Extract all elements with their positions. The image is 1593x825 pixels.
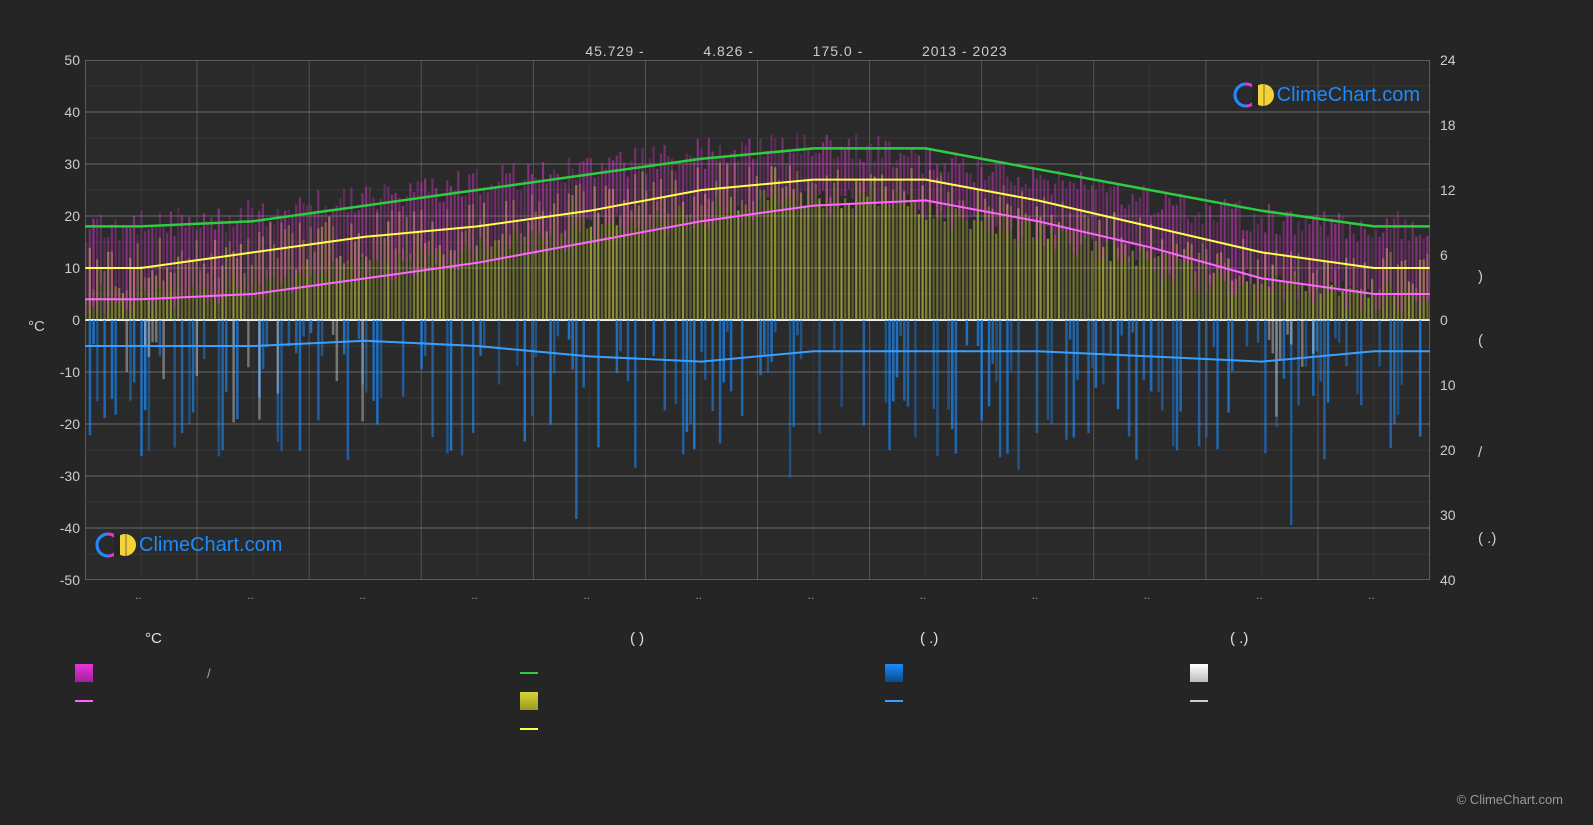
- y-right-tick-upper: 12: [1440, 182, 1456, 198]
- legend-sun-bars: [520, 692, 552, 710]
- right-axis-paren-upper: ): [1478, 268, 1483, 285]
- swatch-max-line: [520, 672, 538, 674]
- legend-col-2: [520, 664, 552, 748]
- legend-header-temp: °C: [145, 630, 162, 647]
- y-right-tick-upper: 6: [1440, 247, 1448, 263]
- y-left-tick: 40: [30, 104, 80, 120]
- y-right-tick-upper: 18: [1440, 117, 1456, 133]
- watermark-bottom: ClimeChart.com: [95, 530, 282, 560]
- y-left-tick: 0: [30, 312, 80, 328]
- y-left-tick: 10: [30, 260, 80, 276]
- swatch-temp-line: [75, 700, 93, 702]
- chart-area: ClimeChart.com ClimeChart.com: [85, 60, 1430, 580]
- legend-col-3: [885, 664, 917, 720]
- legend-col-1: /: [75, 664, 211, 720]
- brand-name: ClimeChart.com: [139, 534, 282, 557]
- header-years: 2013 - 2023: [922, 43, 1008, 59]
- legend-header-4: ( .): [1230, 630, 1248, 647]
- swatch-sun-line: [520, 728, 538, 730]
- header-lon: 4.826 -: [703, 43, 754, 59]
- y-left-tick: -20: [30, 416, 80, 432]
- header-elev: 175.0 -: [813, 43, 864, 59]
- y-left-tick: -50: [30, 572, 80, 588]
- footer-credit: © ClimeChart.com: [1457, 792, 1563, 807]
- chart-svg: [85, 60, 1430, 580]
- y-left-tick: -40: [30, 520, 80, 536]
- x-tick: ..: [583, 588, 590, 602]
- legend-precip-line: [885, 692, 917, 710]
- right-axis-paren-mid2: ( .): [1478, 530, 1496, 547]
- legend-precip-bars: [885, 664, 917, 682]
- y-right-tick-lower: 40: [1440, 572, 1456, 588]
- y-right-tick-upper: 24: [1440, 52, 1456, 68]
- legend-snow-line: [1190, 692, 1222, 710]
- brand-name: ClimeChart.com: [1277, 84, 1420, 107]
- y-left-tick: 20: [30, 208, 80, 224]
- legend-header-3: ( .): [920, 630, 938, 647]
- x-tick: ..: [1368, 588, 1375, 602]
- x-tick: ..: [247, 588, 254, 602]
- x-tick: ..: [808, 588, 815, 602]
- header-lat: 45.729 -: [585, 43, 644, 59]
- legend-sun-line: [520, 720, 552, 738]
- x-tick: ..: [920, 588, 927, 602]
- x-tick: ..: [359, 588, 366, 602]
- x-tick: ..: [1144, 588, 1151, 602]
- y-left-tick: 50: [30, 52, 80, 68]
- x-tick: ..: [471, 588, 478, 602]
- swatch-sun-bars: [520, 692, 538, 710]
- legend-header-2: ( ): [630, 630, 644, 647]
- y-right-tick-upper: 0: [1440, 312, 1448, 328]
- y-right-tick-lower: 30: [1440, 507, 1456, 523]
- x-tick: ..: [695, 588, 702, 602]
- swatch-snow-bars: [1190, 664, 1208, 682]
- chart-header: 45.729 - 4.826 - 175.0 - 2013 - 2023: [0, 43, 1593, 59]
- brand-logo-icon: [95, 530, 139, 560]
- right-axis-paren-slash: /: [1478, 444, 1482, 461]
- swatch-precip-bars: [885, 664, 903, 682]
- legend: °C ( ) ( .) ( .) /: [75, 630, 1518, 648]
- swatch-snow-line: [1190, 700, 1208, 702]
- y-left-tick: 30: [30, 156, 80, 172]
- legend-col-4: [1190, 664, 1222, 720]
- legend-max-line: [520, 664, 552, 682]
- y-left-tick: -30: [30, 468, 80, 484]
- x-tick: ..: [135, 588, 142, 602]
- legend-temp-bars: /: [75, 664, 211, 682]
- swatch-temp-bars: [75, 664, 93, 682]
- y-right-tick-lower: 10: [1440, 377, 1456, 393]
- legend-temp-label: /: [207, 666, 211, 681]
- x-tick: ..: [1032, 588, 1039, 602]
- watermark-top: ClimeChart.com: [1233, 80, 1420, 110]
- y-right-tick-lower: 20: [1440, 442, 1456, 458]
- x-tick: ..: [1256, 588, 1263, 602]
- swatch-precip-line: [885, 700, 903, 702]
- legend-snow-bars: [1190, 664, 1222, 682]
- y-left-tick: -10: [30, 364, 80, 380]
- right-axis-paren-mid1: (: [1478, 332, 1483, 349]
- legend-temp-line: [75, 692, 211, 710]
- brand-logo-icon: [1233, 80, 1277, 110]
